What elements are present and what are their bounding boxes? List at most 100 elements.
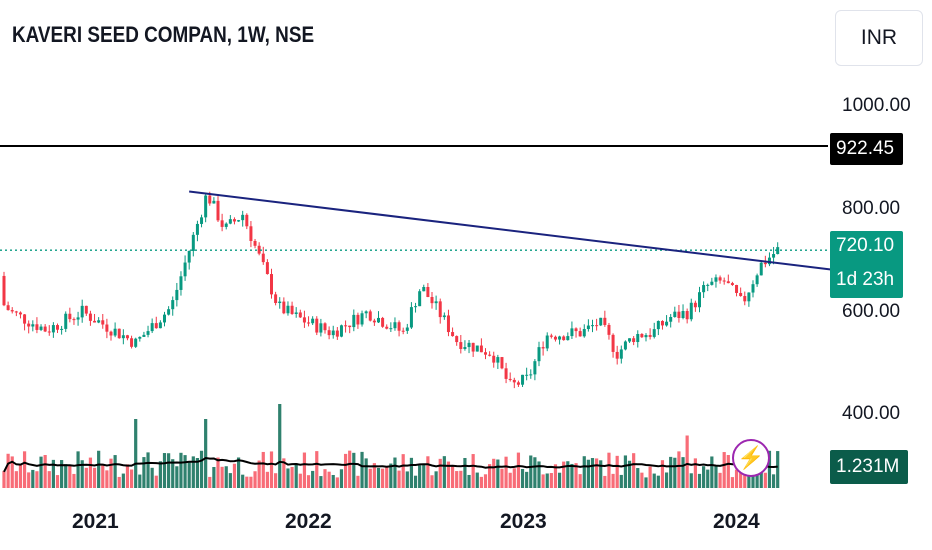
candle-body [475, 345, 479, 352]
candle-body [607, 324, 611, 335]
candle [253, 238, 257, 249]
volume-bar [311, 470, 315, 488]
candle-body [253, 240, 257, 246]
candle-body [60, 328, 64, 330]
candle [377, 311, 380, 324]
candle-body [130, 338, 134, 347]
price-tick-600: 600.00 [842, 301, 901, 322]
last-price-label: 720.10 [830, 231, 903, 261]
volume-bar [306, 475, 311, 488]
volume-bar [570, 463, 574, 488]
currency-button[interactable]: INR [835, 10, 923, 66]
candle-body [372, 320, 376, 323]
candle [479, 338, 483, 353]
candle [767, 252, 771, 267]
volume-bar [154, 475, 158, 488]
candle [389, 322, 393, 333]
candle [689, 298, 693, 322]
candle [496, 354, 500, 369]
volume-bar [426, 456, 430, 488]
candle [586, 319, 590, 332]
symbol-title[interactable]: KAVERI SEED COMPAN, 1W, NSE [12, 22, 315, 47]
candle-body [451, 332, 455, 337]
volume-bar [442, 456, 446, 488]
volume-bar [636, 468, 640, 488]
candle [484, 348, 487, 360]
candle-body [632, 338, 636, 343]
candle [14, 310, 18, 317]
candle-body [549, 335, 553, 337]
candle [529, 369, 533, 379]
volume-bar [245, 476, 249, 488]
volume-bar [199, 450, 204, 488]
time-tick-2021: 2021 [72, 510, 119, 533]
candle-body [434, 301, 438, 304]
candle-body [582, 329, 586, 337]
candle [6, 301, 10, 311]
candle-body [558, 336, 562, 340]
volume-bar [718, 472, 722, 488]
volume-bar [623, 455, 628, 488]
volume-bar [677, 451, 681, 488]
candle [105, 318, 109, 339]
volume-bar [562, 461, 566, 488]
candle [344, 320, 348, 333]
candle-body [767, 257, 771, 265]
candle [681, 304, 685, 320]
candle [179, 271, 183, 296]
candle-body [368, 311, 372, 321]
candle-body [743, 296, 747, 302]
candle [619, 345, 623, 364]
candle [393, 317, 397, 331]
candle-body [298, 312, 302, 318]
volume-bar [739, 468, 743, 488]
candle [401, 327, 405, 335]
candle [718, 275, 722, 284]
candle [418, 289, 422, 307]
candle-body [516, 382, 520, 385]
candle-body [636, 333, 640, 343]
candle [747, 292, 751, 307]
volume-bar [627, 460, 632, 488]
candle-body [747, 292, 751, 302]
candle [660, 320, 664, 330]
volume-bar [39, 456, 43, 488]
candle-body [249, 226, 253, 241]
volume-bar [607, 452, 611, 488]
candle [368, 309, 372, 322]
candle-body [553, 336, 557, 340]
candle [611, 333, 615, 358]
volume-bar [97, 450, 101, 488]
volume-bar [434, 471, 438, 488]
candle-body [171, 300, 175, 310]
volume-bar [228, 473, 232, 488]
volume-bar [652, 473, 656, 488]
volume-bar [714, 466, 718, 488]
volume-bar [212, 466, 216, 488]
lightning-bolt-icon[interactable]: ⚡ [732, 439, 770, 477]
candle-body [274, 294, 278, 304]
volume-bar [574, 463, 578, 488]
candle [68, 307, 72, 323]
volume-bar [27, 472, 31, 488]
candle-body [446, 315, 450, 333]
candle-body [702, 285, 706, 293]
candle [171, 296, 175, 316]
candle [356, 312, 360, 329]
volume-bar [10, 456, 14, 488]
candle [426, 283, 430, 298]
volume-bar [109, 458, 113, 488]
candle [27, 320, 31, 334]
volume-bar [430, 475, 434, 488]
candle-body [51, 325, 55, 333]
candle [257, 242, 261, 256]
candle [553, 335, 557, 342]
candle-body [200, 217, 204, 224]
volume-bar [121, 473, 125, 488]
candle [212, 197, 216, 204]
candle-body [134, 338, 138, 347]
volume-bar [171, 459, 175, 488]
volume-bar [195, 458, 200, 488]
candle-body [212, 200, 216, 204]
